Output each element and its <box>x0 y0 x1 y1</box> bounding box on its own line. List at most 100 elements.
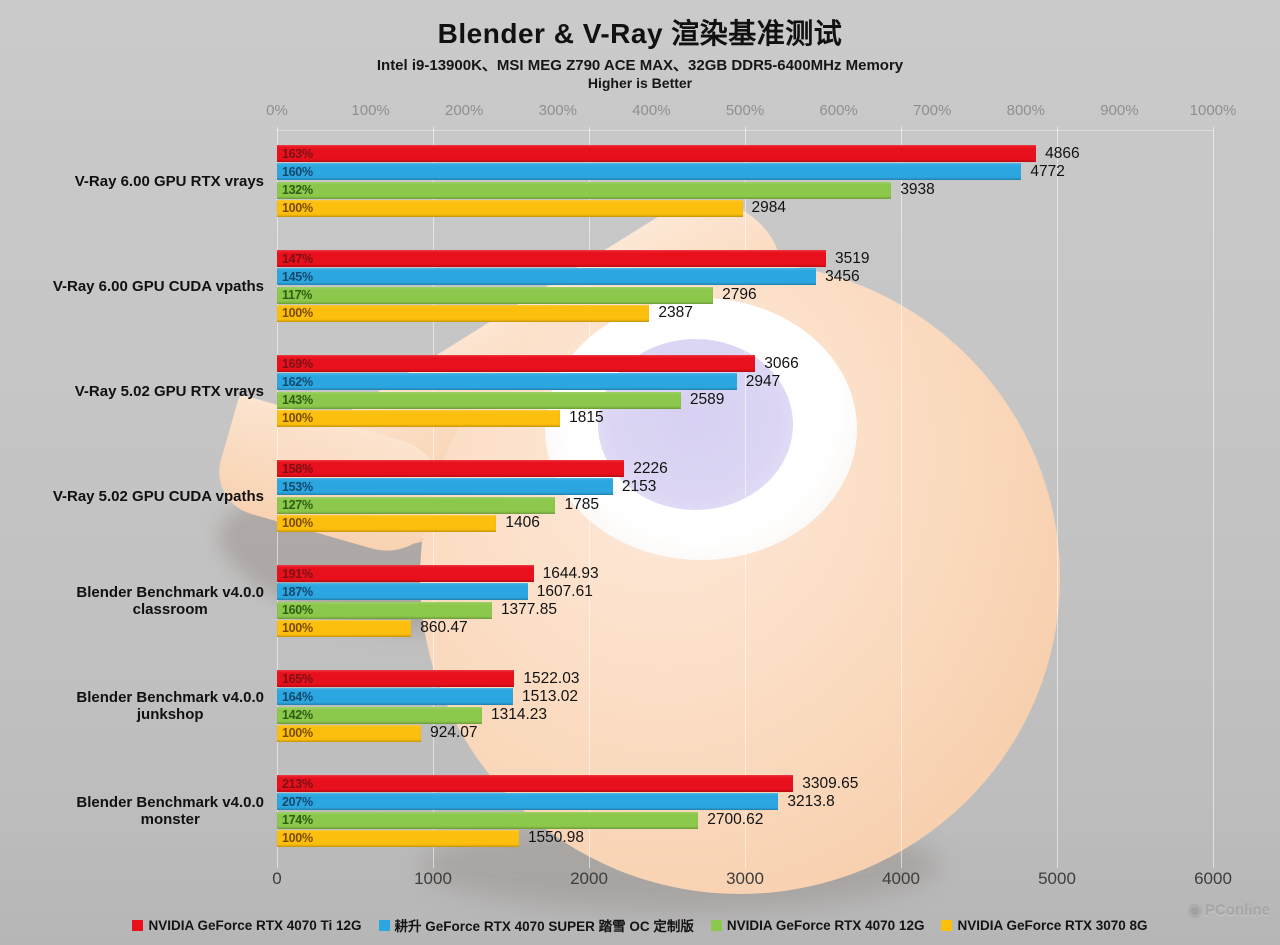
legend-label: NVIDIA GeForce RTX 4070 12G <box>726 917 925 933</box>
value-label: 3519 <box>834 249 870 267</box>
bottom-axis-tick: 0 <box>272 869 282 888</box>
value-label: 1522.03 <box>523 669 580 687</box>
legend-item: NVIDIA GeForce RTX 3070 8G <box>941 918 1148 933</box>
bar: 165% <box>277 670 515 687</box>
value-label: 860.47 <box>420 619 468 637</box>
legend-label: 耕升 GeForce RTX 4070 SUPER 踏雪 OC 定制版 <box>394 919 694 934</box>
legend-item: 耕升 GeForce RTX 4070 SUPER 踏雪 OC 定制版 <box>378 915 694 935</box>
gridline <box>1213 127 1214 868</box>
percent-label: 165% <box>282 671 313 686</box>
bar-row: 145% 3456 <box>277 268 1213 286</box>
legend-item: NVIDIA GeForce RTX 4070 12G <box>710 917 925 933</box>
percent-label: 153% <box>282 479 313 494</box>
percent-label: 207% <box>282 794 313 809</box>
percent-label: 162% <box>282 374 313 389</box>
percent-label: 158% <box>282 461 313 476</box>
percent-label: 187% <box>282 584 313 599</box>
legend-swatch-icon <box>941 919 953 931</box>
bar-row: 100% 1550.98 <box>277 829 1213 847</box>
bar-row: 160% 1377.85 <box>277 601 1213 619</box>
bar-row: 158% 2226 <box>277 460 1213 477</box>
bar: 147% <box>277 250 826 267</box>
bar-row: 147% 3519 <box>277 250 1213 267</box>
percent-label: 100% <box>282 516 313 531</box>
bottom-axis-tick: 1000 <box>414 869 452 888</box>
bar-row: 143% 2589 <box>277 391 1213 409</box>
bar-row: 207% 3213.8 <box>277 793 1213 811</box>
bar-row: 160% 4772 <box>277 163 1213 181</box>
bar: 187% <box>277 583 528 601</box>
bottom-axis-tick: 5000 <box>1038 869 1076 888</box>
bar: 143% <box>277 391 681 409</box>
top-axis-tick: 700% <box>913 102 952 119</box>
top-axis-tick: 300% <box>538 102 577 119</box>
value-label: 1785 <box>564 496 599 514</box>
bar: 100% <box>277 304 650 322</box>
value-label: 2387 <box>658 304 693 322</box>
value-label: 3066 <box>764 354 799 372</box>
value-label: 2984 <box>751 199 786 217</box>
top-axis-tick: 500% <box>725 102 765 119</box>
gridline <box>1057 127 1058 868</box>
bar-row: 142% 1314.23 <box>277 706 1213 724</box>
category-label-text: Blender Benchmark v4.0.0 monster <box>76 794 264 828</box>
top-axis-tick: 800% <box>1006 102 1045 119</box>
percent-label: 127% <box>282 498 313 513</box>
value-label: 3309.65 <box>802 774 859 792</box>
bar-row: 100% 1815 <box>277 409 1213 427</box>
gridline <box>901 127 902 868</box>
bar: 174% <box>277 811 699 829</box>
percent-label: 147% <box>282 251 313 266</box>
bar: 100% <box>277 409 561 427</box>
top-axis-tick: 600% <box>819 102 858 119</box>
bar-row: 187% 1607.61 <box>277 583 1213 601</box>
bar-row: 100% 2387 <box>277 304 1213 322</box>
bar: 132% <box>277 181 892 199</box>
bar-row: 100% 924.07 <box>277 724 1213 742</box>
bar: 160% <box>277 601 492 619</box>
category-label-text: V-Ray 6.00 GPU RTX vrays <box>74 172 264 190</box>
value-label: 1377.85 <box>500 601 557 619</box>
bar: 100% <box>277 514 497 532</box>
bar: 127% <box>277 496 556 514</box>
bar: 191% <box>277 565 534 582</box>
percent-label: 142% <box>282 708 313 723</box>
legend-swatch-icon <box>710 919 722 931</box>
bar: 117% <box>277 286 714 304</box>
bar: 145% <box>277 268 817 286</box>
bar: 169% <box>277 355 756 372</box>
category-label-text: Blender Benchmark v4.0.0 classroom <box>76 584 264 618</box>
value-label: 2796 <box>722 286 757 304</box>
bottom-axis-tick: 3000 <box>726 869 764 888</box>
legend-swatch-icon <box>378 919 390 931</box>
value-label: 2700.62 <box>707 811 764 829</box>
bar-row: 117% 2796 <box>277 286 1213 304</box>
bar-group: 191% 1644.93 187% 1607.61 160% 1377.85 100% 860… <box>277 565 1213 637</box>
bar: 160% <box>277 163 1022 181</box>
value-label: 2153 <box>621 477 657 495</box>
value-label: 3938 <box>900 181 935 199</box>
bar-row: 169% 3066 <box>277 355 1213 372</box>
category-label-text: V-Ray 5.02 GPU RTX vrays <box>74 382 264 400</box>
category-label: V-Ray 5.02 GPU RTX vrays <box>14 355 264 427</box>
bar-row: 165% 1522.03 <box>277 670 1213 687</box>
value-label: 1644.93 <box>542 564 599 582</box>
bar-group: 169% 3066 162% 2947 143% 2589 100% 1815 <box>277 355 1213 427</box>
percent-label: 100% <box>282 831 313 846</box>
bar-row: 174% 2700.62 <box>277 811 1213 829</box>
bar: 162% <box>277 373 737 391</box>
category-label-text: V-Ray 6.00 GPU CUDA vpaths <box>52 277 264 295</box>
bar: 100% <box>277 619 412 637</box>
value-label: 2226 <box>633 459 668 477</box>
bar-row: 191% 1644.93 <box>277 565 1213 582</box>
plot-area: 163% 4866 160% 4772 132% 3938 100% 2984 147% 3519… <box>277 127 1214 868</box>
percent-label: 163% <box>282 146 313 161</box>
percent-label: 145% <box>282 269 313 284</box>
bar: 158% <box>277 460 625 477</box>
value-label: 2589 <box>689 391 725 409</box>
bottom-axis-tick: 4000 <box>882 869 920 888</box>
legend-item: NVIDIA GeForce RTX 4070 Ti 12G <box>132 918 362 933</box>
category-label: Blender Benchmark v4.0.0 classroom <box>14 565 264 637</box>
category-label: V-Ray 5.02 GPU CUDA vpaths <box>14 460 264 532</box>
